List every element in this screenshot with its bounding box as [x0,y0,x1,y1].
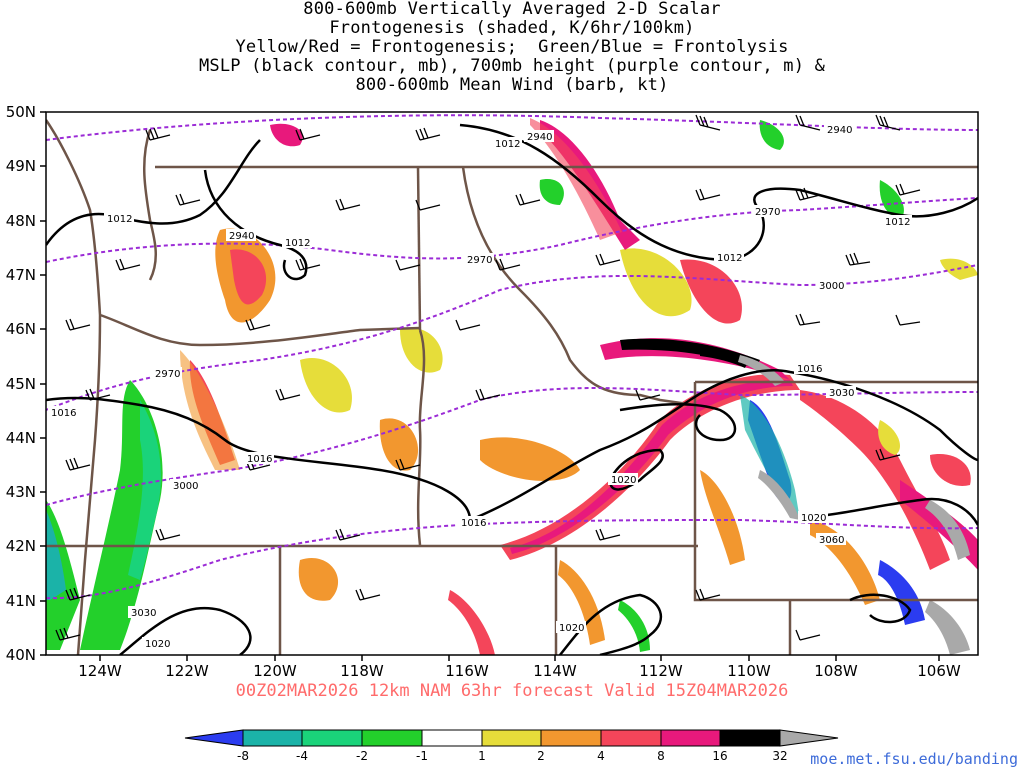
border-wa-id [416,166,422,331]
colorbar-tick-label: 16 [712,749,727,763]
coastline-west [46,119,102,655]
title-line-4: MSLP (black contour, mb), 700mb height (… [198,56,826,76]
mslp-label: 1016 [247,454,272,465]
height-label: 2940 [527,132,552,143]
colorbar-segment [600,729,662,747]
mslp-label: 1016 [51,408,76,419]
height-label: 3000 [173,481,198,492]
colorbar-segment [481,729,542,747]
colorbar-segment [779,729,839,747]
lat-label: 44N [6,429,36,447]
title-line-1: 800-600mb Vertically Averaged 2-D Scalar [303,0,721,19]
colorbar-tick-label: -8 [237,749,249,763]
border-or-id [416,329,426,546]
height-label: 3030 [131,608,156,619]
lon-label: 116W [445,662,489,680]
lon-label: 110W [727,662,771,680]
colorbar-tick-label: 8 [657,749,665,763]
forecast-valid-label: 00Z02MAR2026 12km NAM 63hr forecast Vali… [235,681,789,701]
colorbar-segment [719,729,781,747]
height-contour-labels: 2940 2940 2940 2970 2970 2970 3000 3000 … [128,123,856,619]
mslp-label: 1012 [717,253,742,264]
colorbar-segment [421,729,483,747]
title-line-3: Yellow/Red = Frontogenesis; Green/Blue =… [235,37,789,57]
colorbar-tick-label: -2 [356,749,368,763]
colorbar-segment [242,729,303,747]
height-label: 2970 [755,207,780,218]
mslp-label: 1016 [461,518,486,529]
lat-label: 47N [6,266,36,284]
lat-label: 49N [6,157,36,175]
wind-barbs [55,114,921,641]
mslp-label: 1016 [797,364,822,375]
height-label: 2970 [467,255,492,266]
mslp-label: 1020 [145,639,170,650]
height-label: 3030 [829,388,854,399]
map-title: 800-600mb Vertically Averaged 2-D Scalar… [0,0,1024,95]
border-wa-or [99,313,421,347]
puget-sound [142,129,157,281]
mslp-label: 1012 [285,238,310,249]
lon-label: 122W [165,662,209,680]
mslp-label: 1020 [801,513,826,524]
mslp-label: 1020 [611,475,636,486]
mslp-label: 1012 [495,139,520,150]
mslp-contours [46,123,978,655]
lon-label: 120W [253,662,297,680]
colorbar-tick-label: 32 [772,749,787,763]
title-line-2: Frontogenesis (shaded, K/6hr/100km) [329,18,695,38]
lat-label: 46N [6,320,36,338]
lat-label: 48N [6,212,36,230]
longitude-axis: 124W 122W 120W 118W 116W 114W 112W 110W … [78,655,961,680]
lon-label: 114W [533,662,577,680]
height-label: 3000 [819,281,844,292]
lon-label: 124W [78,662,122,680]
border-id-mt [461,166,696,407]
lat-label: 43N [6,483,36,501]
lon-label: 112W [639,662,683,680]
lon-label: 106W [917,662,961,680]
credit-link[interactable]: moe.met.fsu.edu/banding [810,750,1018,768]
colorbar-tick-label: 2 [537,749,545,763]
colorbar-segment [361,729,423,747]
lon-label: 118W [340,662,384,680]
lon-label: 108W [814,662,858,680]
lat-label: 50N [6,103,36,121]
colorbar-tick-label: -1 [416,749,428,763]
title-line-5: 800-600mb Mean Wind (barb, kt) [355,75,669,95]
mslp-label: 1012 [885,217,910,228]
colorbar-tick-label: 1 [478,749,486,763]
colorbar: -8 -4 -2 -1 1 2 4 8 16 32 [184,729,839,763]
lat-label: 41N [6,592,36,610]
mslp-label: 1020 [559,623,584,634]
colorbar-segment [540,729,602,747]
colorbar-segment [660,729,721,747]
state-borders [46,119,978,655]
height-label: 2940 [827,125,852,136]
latitude-axis: 50N 49N 48N 47N 46N 45N 44N 43N 42N 41N … [6,103,46,664]
frontogenesis-shading [46,118,978,655]
lat-label: 45N [6,375,36,393]
lat-label: 40N [6,646,36,664]
colorbar-segment [184,729,244,747]
height-label: 2940 [229,231,254,242]
height-label: 3060 [819,535,844,546]
colorbar-tick-label: -4 [296,749,308,763]
mslp-contour-labels: 1012 1012 1012 1012 1012 1016 1016 1016 … [48,137,912,650]
lat-label: 42N [6,537,36,555]
colorbar-segment [301,729,363,747]
mslp-label: 1012 [107,214,132,225]
colorbar-tick-label: 4 [597,749,605,763]
height-label: 2970 [155,369,180,380]
